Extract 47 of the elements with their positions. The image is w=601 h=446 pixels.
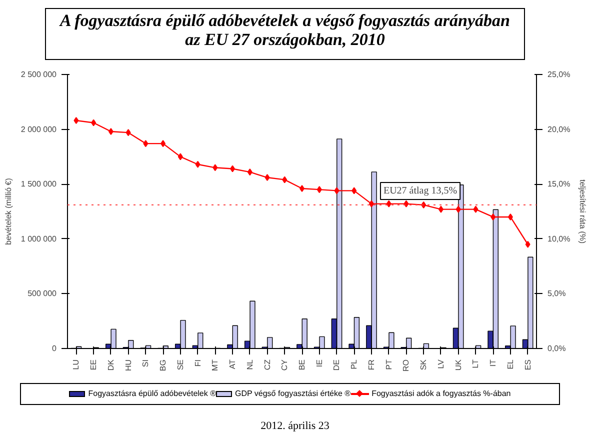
y-tick-label: 1 000 000 — [20, 234, 58, 244]
x-tick-label: SI — [141, 359, 150, 368]
ref-line-label: EU27 átlag 13,5% — [383, 185, 458, 196]
y-axis-title: bevételek (millió €) — [4, 178, 13, 245]
y-tick-label: 2 000 000 — [20, 124, 58, 134]
x-tick-label: CY — [280, 358, 290, 371]
x-tick-label: RO — [402, 360, 411, 372]
y2-tick-label: 10,0% — [548, 234, 570, 244]
x-tick-label: PL — [350, 358, 359, 370]
x-tick-label: PT — [384, 359, 394, 370]
x-tick-label: IE — [314, 359, 324, 368]
y2-tick-label: 5,0% — [548, 289, 566, 298]
x-tick-label: LU — [72, 359, 81, 370]
x-tick-label: CZ — [262, 359, 272, 370]
x-tick-label: LV — [436, 358, 446, 369]
x-tick-label: UK — [454, 358, 463, 371]
legend-label: GDP végső fogyasztási értéke ® — [234, 389, 351, 398]
legend-label: Fogyasztásra épülő adóbevételek ® — [87, 389, 216, 398]
text: 2012. április 23 — [260, 419, 330, 434]
y-tick-label: 0 — [52, 344, 58, 353]
y2-tick-label: 15,0% — [548, 180, 570, 189]
x-tick-label: SE — [176, 360, 185, 370]
x-tick-label: EE — [89, 360, 98, 370]
x-tick-label: NL — [245, 358, 254, 370]
legend-label: Fogyasztási adók a fogyasztás %-ában — [370, 389, 511, 398]
x-tick-label: IT — [488, 359, 498, 367]
x-tick-label: ES — [523, 360, 532, 370]
x-tick-label: FR — [366, 359, 376, 370]
x-tick-label: SK — [419, 358, 428, 370]
y2-axis-title: teljesítési ráta (%) — [578, 179, 588, 244]
x-tick-label: DE — [332, 359, 342, 371]
x-tick-label: BE — [298, 360, 306, 370]
y2-tick-label: 20,0% — [548, 124, 570, 134]
x-tick-label: AT — [228, 359, 238, 370]
x-tick-label: LT — [471, 359, 480, 368]
y2-tick-label: 25,0% — [548, 70, 570, 79]
y2-tick-label: 0,0% — [548, 344, 566, 353]
x-tick-label: FI — [193, 360, 202, 367]
y-tick-label: 500 000 — [28, 289, 58, 298]
x-tick-label: DK — [106, 358, 116, 371]
x-tick-label: EL — [506, 358, 515, 370]
y-tick-label: 1 500 000 — [20, 180, 58, 189]
y-tick-label: 2 500 000 — [20, 70, 58, 79]
x-tick-label: BG — [158, 359, 168, 372]
x-tick-label: MT — [210, 359, 220, 372]
x-tick-label: HU — [124, 359, 133, 372]
chart-title: A fogyasztásra épülő adóbevételek a végső fogyasztás arányában az EU 27 országokban, 2010 — [58, 11, 511, 50]
